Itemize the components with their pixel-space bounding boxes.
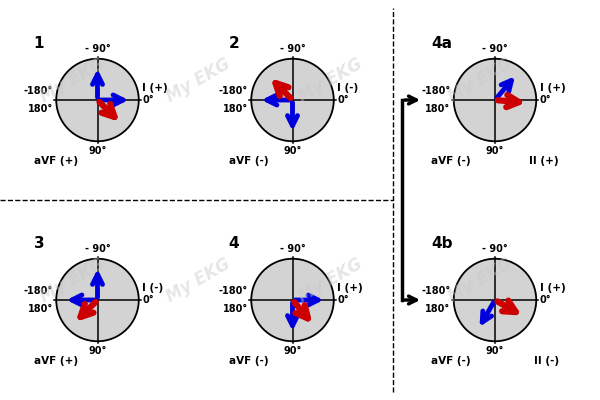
- Text: 2: 2: [229, 36, 239, 51]
- Text: My EKG: My EKG: [295, 54, 365, 106]
- Circle shape: [454, 59, 536, 141]
- Text: - 90°: - 90°: [482, 44, 508, 54]
- Text: aVF (-): aVF (-): [431, 156, 470, 166]
- Text: 0°: 0°: [337, 295, 349, 305]
- Text: I (-): I (-): [142, 284, 163, 294]
- Text: 90°: 90°: [283, 346, 302, 356]
- Text: 90°: 90°: [486, 146, 504, 156]
- Text: 180°: 180°: [223, 104, 248, 114]
- Text: -180°: -180°: [23, 286, 53, 296]
- Text: -180°: -180°: [421, 86, 451, 96]
- Text: My EKG: My EKG: [445, 54, 515, 106]
- Text: 1: 1: [34, 36, 44, 51]
- Text: - 90°: - 90°: [280, 244, 305, 254]
- Text: 180°: 180°: [28, 104, 53, 114]
- Text: I (+): I (+): [539, 84, 565, 94]
- Text: -180°: -180°: [421, 286, 451, 296]
- Text: II (-): II (-): [534, 356, 559, 366]
- Text: 90°: 90°: [88, 346, 107, 356]
- Text: 0°: 0°: [142, 295, 154, 305]
- Circle shape: [56, 59, 139, 141]
- Text: My EKG: My EKG: [295, 254, 365, 306]
- Text: 90°: 90°: [88, 146, 107, 156]
- Text: My EKG: My EKG: [163, 254, 233, 306]
- Text: I (+): I (+): [337, 284, 363, 294]
- Text: 0°: 0°: [539, 95, 551, 105]
- Text: My EKG: My EKG: [445, 254, 515, 306]
- Text: My EKG: My EKG: [37, 254, 107, 306]
- Text: 180°: 180°: [223, 304, 248, 314]
- Text: I (-): I (-): [337, 84, 358, 94]
- Text: 0°: 0°: [142, 95, 154, 105]
- Text: 4: 4: [229, 236, 239, 251]
- Text: 0°: 0°: [539, 295, 551, 305]
- Text: 3: 3: [34, 236, 44, 251]
- Text: I (+): I (+): [539, 284, 565, 294]
- Text: - 90°: - 90°: [85, 44, 110, 54]
- Text: aVF (-): aVF (-): [431, 356, 470, 366]
- Text: I (+): I (+): [142, 84, 168, 94]
- Text: -180°: -180°: [218, 86, 248, 96]
- Text: My EKG: My EKG: [163, 54, 233, 106]
- Circle shape: [454, 259, 536, 341]
- Text: -180°: -180°: [23, 86, 53, 96]
- Text: aVF (+): aVF (+): [34, 156, 77, 166]
- Text: 90°: 90°: [283, 146, 302, 156]
- Text: My EKG: My EKG: [37, 54, 107, 106]
- Text: aVF (-): aVF (-): [229, 156, 268, 166]
- Text: - 90°: - 90°: [280, 44, 305, 54]
- Text: 0°: 0°: [337, 95, 349, 105]
- Text: - 90°: - 90°: [85, 244, 110, 254]
- Text: 180°: 180°: [425, 104, 451, 114]
- Text: aVF (-): aVF (-): [229, 356, 268, 366]
- Text: 180°: 180°: [425, 304, 451, 314]
- Text: II (+): II (+): [529, 156, 559, 166]
- Text: - 90°: - 90°: [482, 244, 508, 254]
- Circle shape: [251, 259, 334, 341]
- Circle shape: [251, 59, 334, 141]
- Text: 4b: 4b: [431, 236, 452, 251]
- Text: aVF (+): aVF (+): [34, 356, 77, 366]
- Text: 180°: 180°: [28, 304, 53, 314]
- Text: 4a: 4a: [431, 36, 452, 51]
- Text: 90°: 90°: [486, 346, 504, 356]
- Circle shape: [56, 259, 139, 341]
- Text: -180°: -180°: [218, 286, 248, 296]
